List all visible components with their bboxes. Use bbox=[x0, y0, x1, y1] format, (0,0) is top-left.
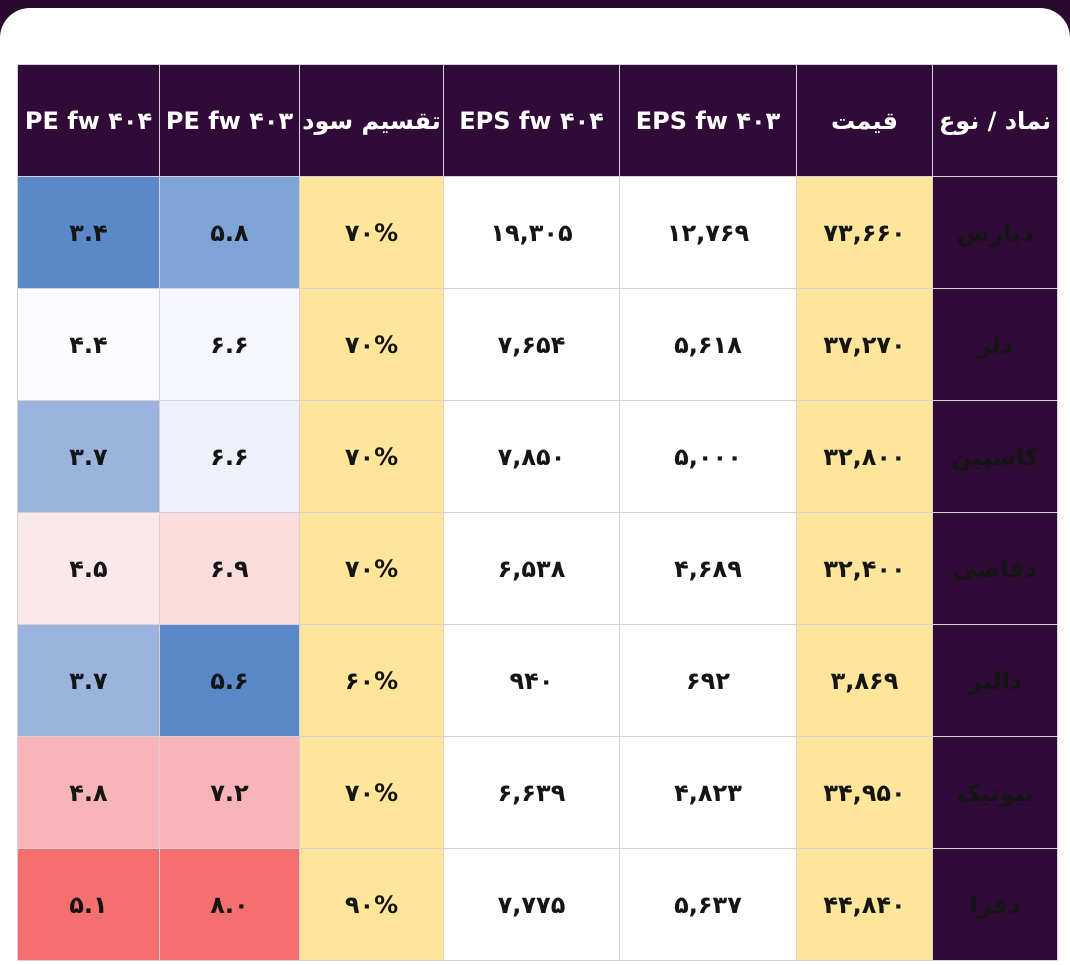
eps-403-cell: ۶۹۲ bbox=[619, 624, 797, 737]
header-eps-403: EPS fw ۴۰۳ bbox=[619, 64, 797, 177]
eps-403-cell: ۴,۶۸۹ bbox=[619, 512, 797, 625]
eps-403-cell: ۵,۰۰۰ bbox=[619, 400, 797, 513]
table-row: کاسپین ۳۲,۸۰۰ ۵,۰۰۰ ۷,۸۵۰ ۷۰% ۶.۶ ۳.۷ bbox=[17, 400, 1058, 513]
pe-404-cell: ۳.۷ bbox=[17, 400, 160, 513]
dividend-cell: ۷۰% bbox=[299, 736, 444, 849]
pe-403-cell: ۷.۲ bbox=[159, 736, 300, 849]
pe-403-cell: ۶.۶ bbox=[159, 400, 300, 513]
header-pe-403: PE fw ۴۰۳ bbox=[159, 64, 300, 177]
header-dividend: تقسیم سود bbox=[299, 64, 444, 177]
price-cell: ۳۷,۲۷۰ bbox=[796, 288, 933, 401]
dividend-cell: ۷۰% bbox=[299, 176, 444, 289]
pe-404-cell: ۳.۴ bbox=[17, 176, 160, 289]
price-cell: ۳۴,۹۵۰ bbox=[796, 736, 933, 849]
symbol-cell: دلر bbox=[932, 288, 1058, 401]
table-row: دفرا ۴۴,۸۴۰ ۵,۶۳۷ ۷,۷۷۵ ۹۰% ۸.۰ ۵.۱ bbox=[17, 848, 1058, 961]
pe-404-cell: ۴.۸ bbox=[17, 736, 160, 849]
pe-404-cell: ۴.۴ bbox=[17, 288, 160, 401]
table-row: دپارس ۷۳,۶۶۰ ۱۲,۷۶۹ ۱۹,۳۰۵ ۷۰% ۵.۸ ۳.۴ bbox=[17, 176, 1058, 289]
price-cell: ۳۲,۴۰۰ bbox=[796, 512, 933, 625]
header-eps-404: EPS fw ۴۰۴ bbox=[443, 64, 620, 177]
dividend-cell: ۷۰% bbox=[299, 288, 444, 401]
eps-404-cell: ۶,۶۳۹ bbox=[443, 736, 620, 849]
table-row: بیوتیک ۳۴,۹۵۰ ۴,۸۲۳ ۶,۶۳۹ ۷۰% ۷.۲ ۴.۸ bbox=[17, 736, 1058, 849]
content-card: نماد / نوع قیمت EPS fw ۴۰۳ EPS fw ۴۰۴ تق… bbox=[0, 8, 1070, 965]
pe-403-cell: ۶.۹ bbox=[159, 512, 300, 625]
pe-403-cell: ۶.۶ bbox=[159, 288, 300, 401]
pe-403-cell: ۵.۶ bbox=[159, 624, 300, 737]
symbol-cell: دپارس bbox=[932, 176, 1058, 289]
pe-403-cell: ۵.۸ bbox=[159, 176, 300, 289]
price-cell: ۴۴,۸۴۰ bbox=[796, 848, 933, 961]
eps-404-cell: ۷,۸۵۰ bbox=[443, 400, 620, 513]
table-row: دالبر ۳,۸۶۹ ۶۹۲ ۹۴۰ ۶۰% ۵.۶ ۳.۷ bbox=[17, 624, 1058, 737]
eps-404-cell: ۷,۷۷۵ bbox=[443, 848, 620, 961]
eps-403-cell: ۱۲,۷۶۹ bbox=[619, 176, 797, 289]
symbol-cell: دقاضی bbox=[932, 512, 1058, 625]
price-cell: ۳۲,۸۰۰ bbox=[796, 400, 933, 513]
header-pe-404: PE fw ۴۰۴ bbox=[17, 64, 160, 177]
table-row: دقاضی ۳۲,۴۰۰ ۴,۶۸۹ ۶,۵۳۸ ۷۰% ۶.۹ ۴.۵ bbox=[17, 512, 1058, 625]
header-price: قیمت bbox=[796, 64, 933, 177]
eps-403-cell: ۴,۸۲۳ bbox=[619, 736, 797, 849]
price-cell: ۷۳,۶۶۰ bbox=[796, 176, 933, 289]
symbol-cell: دالبر bbox=[932, 624, 1058, 737]
eps-403-cell: ۵,۶۱۸ bbox=[619, 288, 797, 401]
dividend-cell: ۶۰% bbox=[299, 624, 444, 737]
pe-404-cell: ۴.۵ bbox=[17, 512, 160, 625]
eps-404-cell: ۱۹,۳۰۵ bbox=[443, 176, 620, 289]
symbol-cell: بیوتیک bbox=[932, 736, 1058, 849]
table-header: نماد / نوع قیمت EPS fw ۴۰۳ EPS fw ۴۰۴ تق… bbox=[17, 64, 1058, 177]
pe-404-cell: ۵.۱ bbox=[17, 848, 160, 961]
table-row: دلر ۳۷,۲۷۰ ۵,۶۱۸ ۷,۶۵۴ ۷۰% ۶.۶ ۴.۴ bbox=[17, 288, 1058, 401]
table-body: دپارس ۷۳,۶۶۰ ۱۲,۷۶۹ ۱۹,۳۰۵ ۷۰% ۵.۸ ۳.۴ د… bbox=[17, 176, 1058, 961]
dividend-cell: ۹۰% bbox=[299, 848, 444, 961]
stock-table: نماد / نوع قیمت EPS fw ۴۰۳ EPS fw ۴۰۴ تق… bbox=[17, 64, 1058, 961]
header-symbol: نماد / نوع bbox=[932, 64, 1058, 177]
pe-404-cell: ۳.۷ bbox=[17, 624, 160, 737]
price-cell: ۳,۸۶۹ bbox=[796, 624, 933, 737]
symbol-cell: دفرا bbox=[932, 848, 1058, 961]
pe-403-cell: ۸.۰ bbox=[159, 848, 300, 961]
symbol-cell: کاسپین bbox=[932, 400, 1058, 513]
eps-404-cell: ۹۴۰ bbox=[443, 624, 620, 737]
dividend-cell: ۷۰% bbox=[299, 512, 444, 625]
eps-403-cell: ۵,۶۳۷ bbox=[619, 848, 797, 961]
header-row: نماد / نوع قیمت EPS fw ۴۰۳ EPS fw ۴۰۴ تق… bbox=[17, 64, 1058, 177]
eps-404-cell: ۶,۵۳۸ bbox=[443, 512, 620, 625]
eps-404-cell: ۷,۶۵۴ bbox=[443, 288, 620, 401]
dividend-cell: ۷۰% bbox=[299, 400, 444, 513]
